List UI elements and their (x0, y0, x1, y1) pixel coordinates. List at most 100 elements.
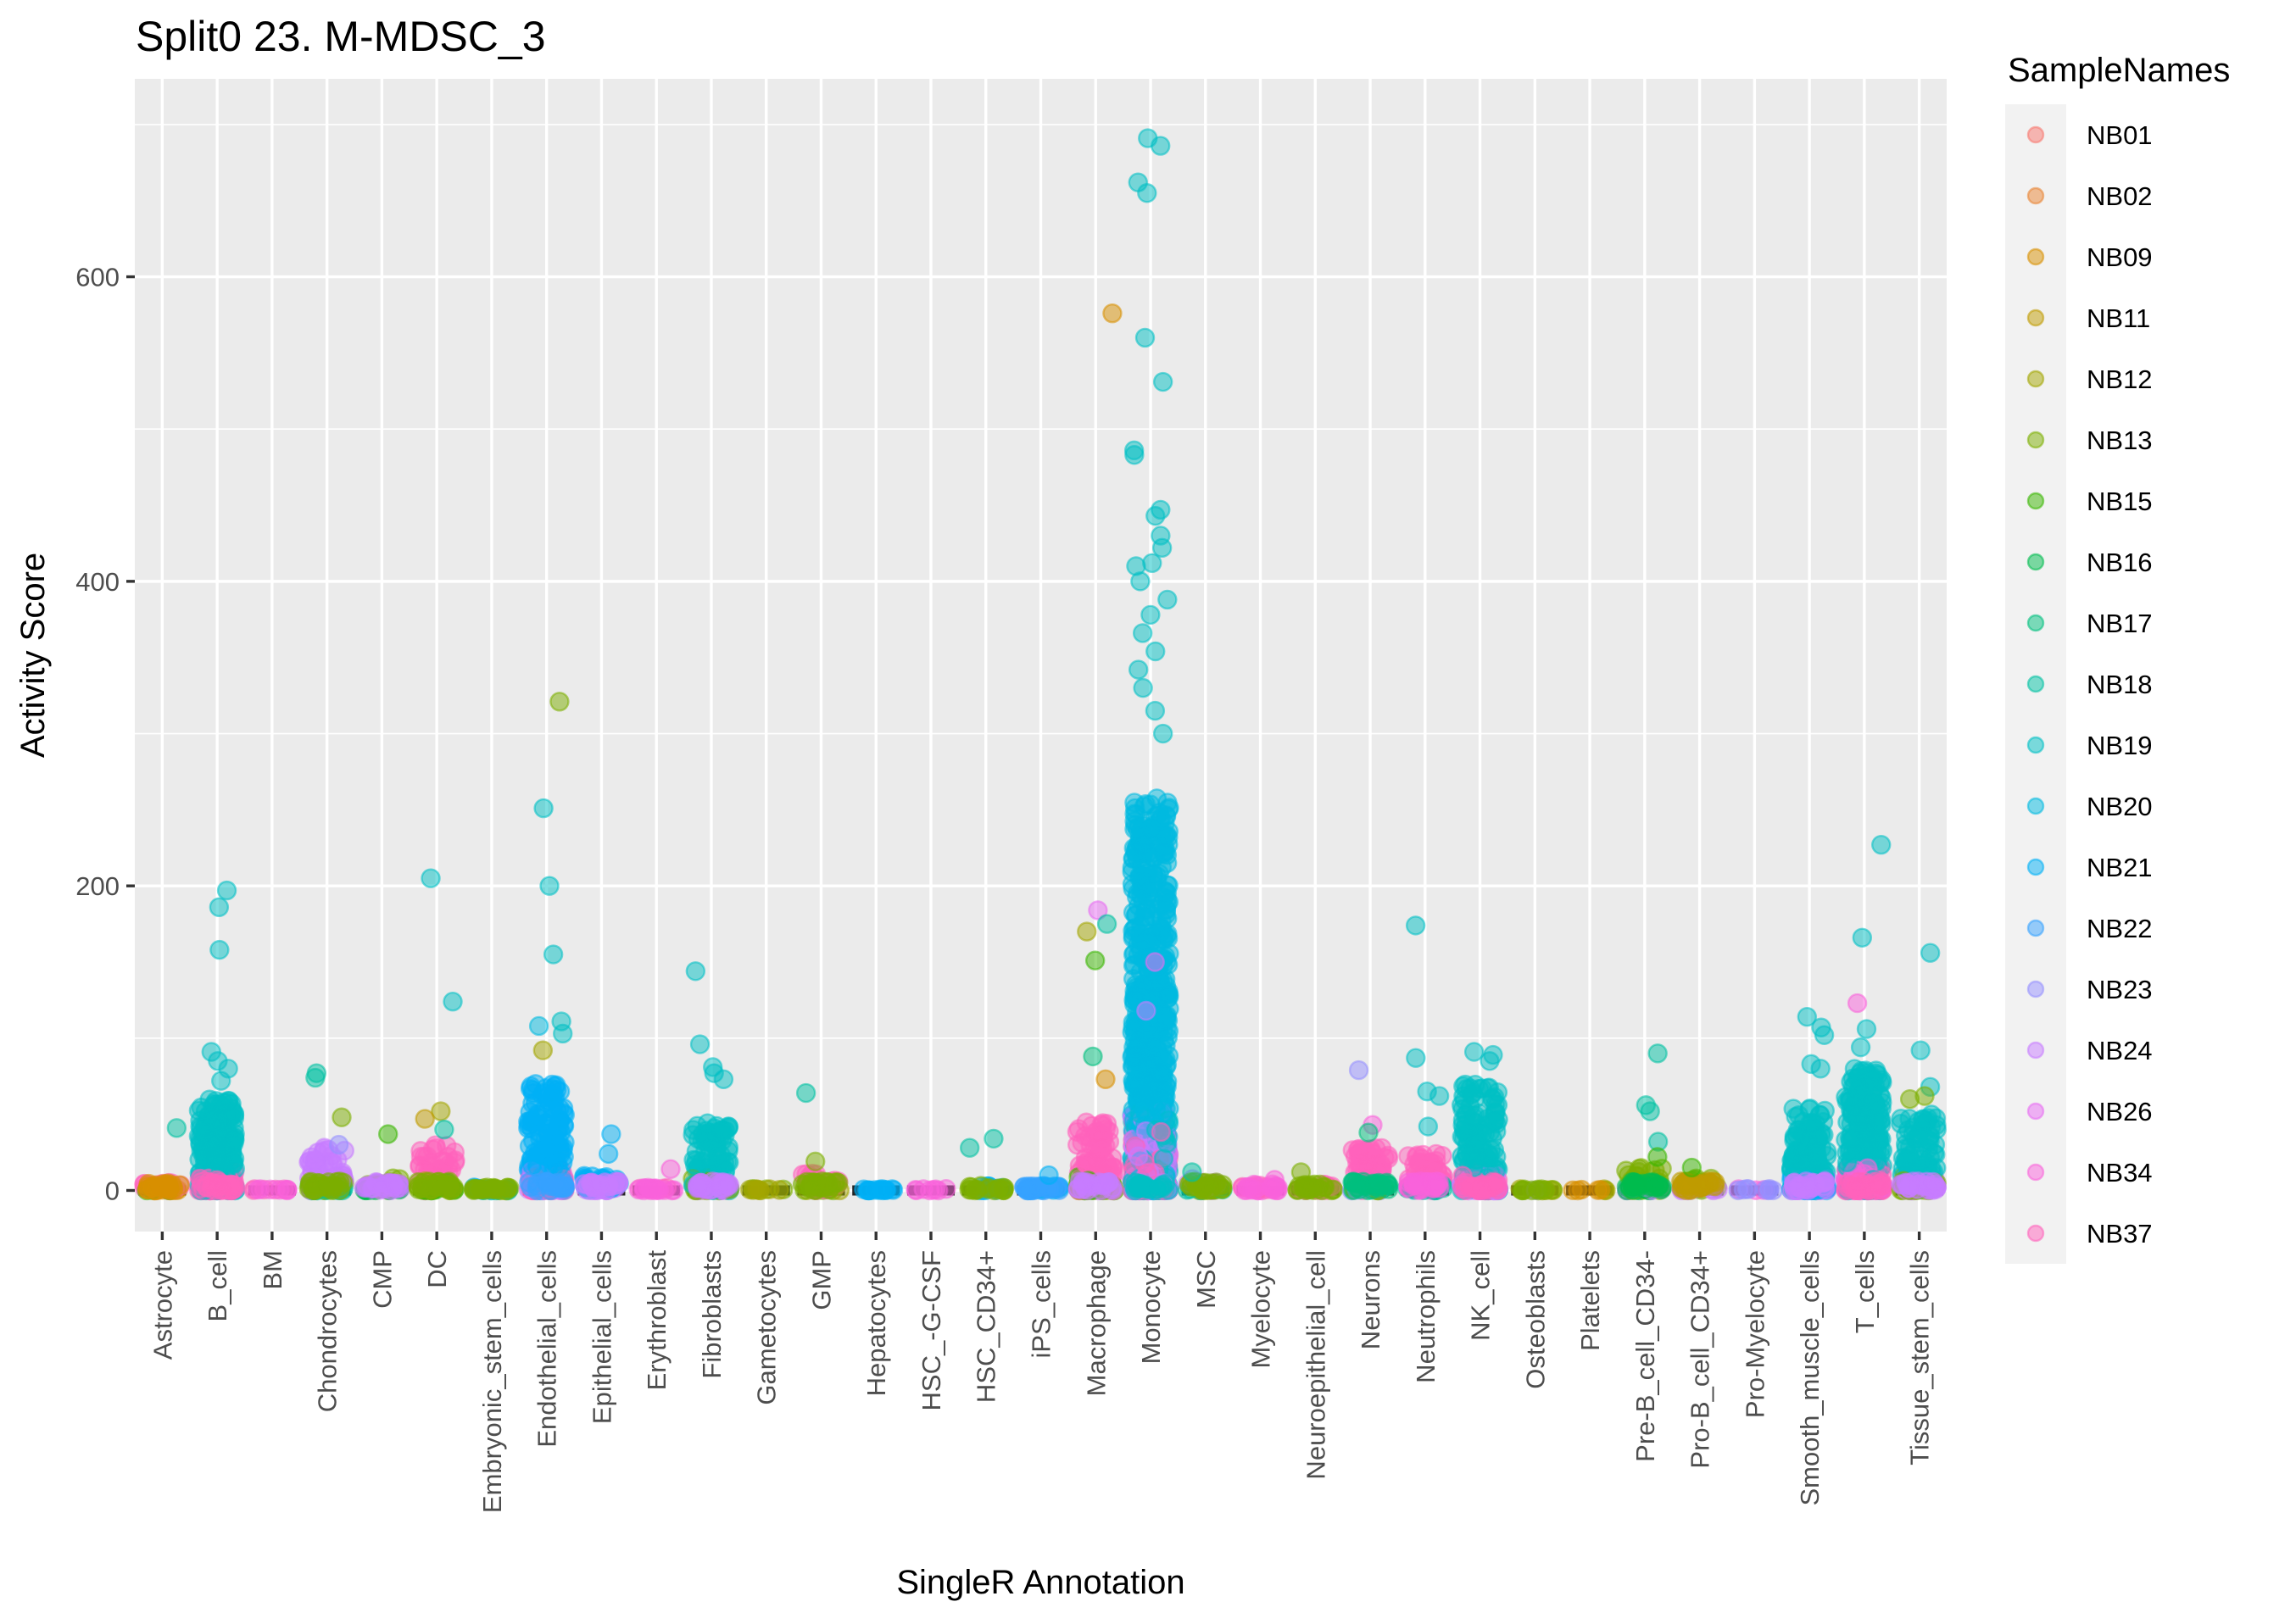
data-point (1124, 445, 1145, 465)
legend-key-nb23 (2026, 980, 2045, 998)
data-point (1157, 589, 1178, 610)
legend-label: NB13 (2087, 425, 2153, 455)
data-point (1145, 952, 1165, 972)
data-point (1156, 882, 1177, 904)
data-point (1136, 1000, 1156, 1021)
data-point (1150, 1177, 1171, 1198)
data-point (769, 1180, 789, 1200)
data-point (1923, 1171, 1943, 1193)
data-point (1083, 1046, 1103, 1067)
data-point (378, 1124, 398, 1144)
y-tick-label: 400 (75, 567, 120, 597)
data-point (1814, 1100, 1835, 1121)
legend-label: NB02 (2087, 181, 2153, 211)
data-point (1358, 1122, 1379, 1143)
data-point (663, 1180, 684, 1200)
x-axis: Astrocyte B_cell BM Chondrocytes CMP DC Embryo… (148, 1232, 1935, 1513)
data-point (1137, 183, 1157, 203)
data-point (1870, 1139, 1891, 1160)
data-point (166, 1118, 187, 1138)
data-point (1847, 993, 1868, 1014)
data-point (225, 1130, 245, 1151)
data-point (553, 1023, 573, 1044)
data-point (1156, 1009, 1177, 1031)
legend-key-nb37 (2026, 1224, 2045, 1243)
data-point (1405, 915, 1426, 936)
data-point (1368, 1176, 1389, 1198)
data-point (196, 1176, 216, 1198)
data-point (412, 1172, 433, 1193)
legend-label: NB26 (2087, 1097, 2153, 1126)
x-tick-label: Smooth_muscle_cells (1795, 1250, 1825, 1506)
data-point (984, 1128, 1004, 1149)
legend-key-nb16 (2026, 553, 2045, 571)
data-point (715, 1126, 735, 1146)
data-point (434, 1119, 454, 1140)
data-point (875, 1180, 895, 1200)
y-tick-label: 200 (75, 871, 120, 901)
data-point (1067, 1178, 1089, 1199)
x-tick-label: Epithelial_cells (587, 1250, 616, 1424)
data-point (195, 1143, 215, 1164)
legend-key-nb24 (2026, 1041, 2045, 1059)
data-point (533, 798, 554, 819)
data-point (549, 692, 570, 712)
data-point (1143, 864, 1163, 885)
data-point (1865, 1060, 1886, 1081)
data-point (1482, 1111, 1503, 1132)
legend-label: NB19 (2087, 731, 2153, 760)
legend-key-nb20 (2026, 797, 2045, 815)
data-point (211, 1071, 231, 1091)
data-point (483, 1177, 504, 1199)
x-tick-label: Neurons (1356, 1250, 1385, 1349)
x-tick-label: DC (422, 1250, 452, 1288)
x-tick-label: Pro-Myelocyte (1740, 1250, 1769, 1418)
data-point (540, 1176, 561, 1197)
y-tick-label: 0 (105, 1176, 120, 1205)
data-point (434, 1177, 454, 1199)
data-point (984, 1180, 1005, 1201)
data-point (1856, 1019, 1877, 1039)
data-point (1152, 723, 1173, 744)
data-point (1429, 1178, 1450, 1199)
legend-key-nb12 (2026, 370, 2045, 388)
legend-label: NB37 (2087, 1219, 2153, 1249)
x-tick-label: Pro-B_cell_CD34+ (1686, 1250, 1715, 1469)
data-point (305, 1149, 326, 1171)
data-point (1406, 1048, 1426, 1068)
x-tick-label: Embryonic_stem_cells (477, 1250, 507, 1513)
data-point (1466, 1150, 1487, 1171)
legend-label: NB16 (2087, 548, 2153, 577)
legend-label: NB34 (2087, 1158, 2153, 1187)
data-point (1926, 1115, 1947, 1136)
data-point (1145, 505, 1166, 526)
data-point (1419, 1153, 1440, 1173)
data-point (1142, 553, 1162, 574)
data-point (1418, 1116, 1439, 1137)
data-point (1814, 1025, 1835, 1045)
data-point (522, 1080, 543, 1100)
data-point (1873, 1176, 1893, 1196)
data-point (1348, 1059, 1369, 1081)
legend-key-nb18 (2026, 675, 2045, 693)
x-tick-label: Erythroblast (642, 1250, 672, 1391)
data-point (1870, 1110, 1891, 1132)
data-point (1097, 1173, 1118, 1193)
data-point (598, 1143, 619, 1165)
data-point (1909, 1125, 1929, 1145)
legend-key-nb26 (2026, 1102, 2045, 1121)
data-point (1102, 303, 1123, 324)
x-tick-label: Chondrocytes (313, 1250, 343, 1412)
data-point (1145, 700, 1166, 721)
data-point (925, 1179, 946, 1199)
data-point (1290, 1162, 1312, 1182)
data-point (1122, 1047, 1142, 1067)
x-tick-label: Neutrophils (1411, 1250, 1441, 1383)
data-point (805, 1151, 826, 1172)
data-point (1156, 900, 1177, 920)
gridlines (135, 79, 1947, 1232)
data-point (1147, 1091, 1168, 1111)
data-point (1472, 1180, 1492, 1200)
legend-key-nb22 (2026, 919, 2045, 937)
data-point (1132, 623, 1153, 643)
